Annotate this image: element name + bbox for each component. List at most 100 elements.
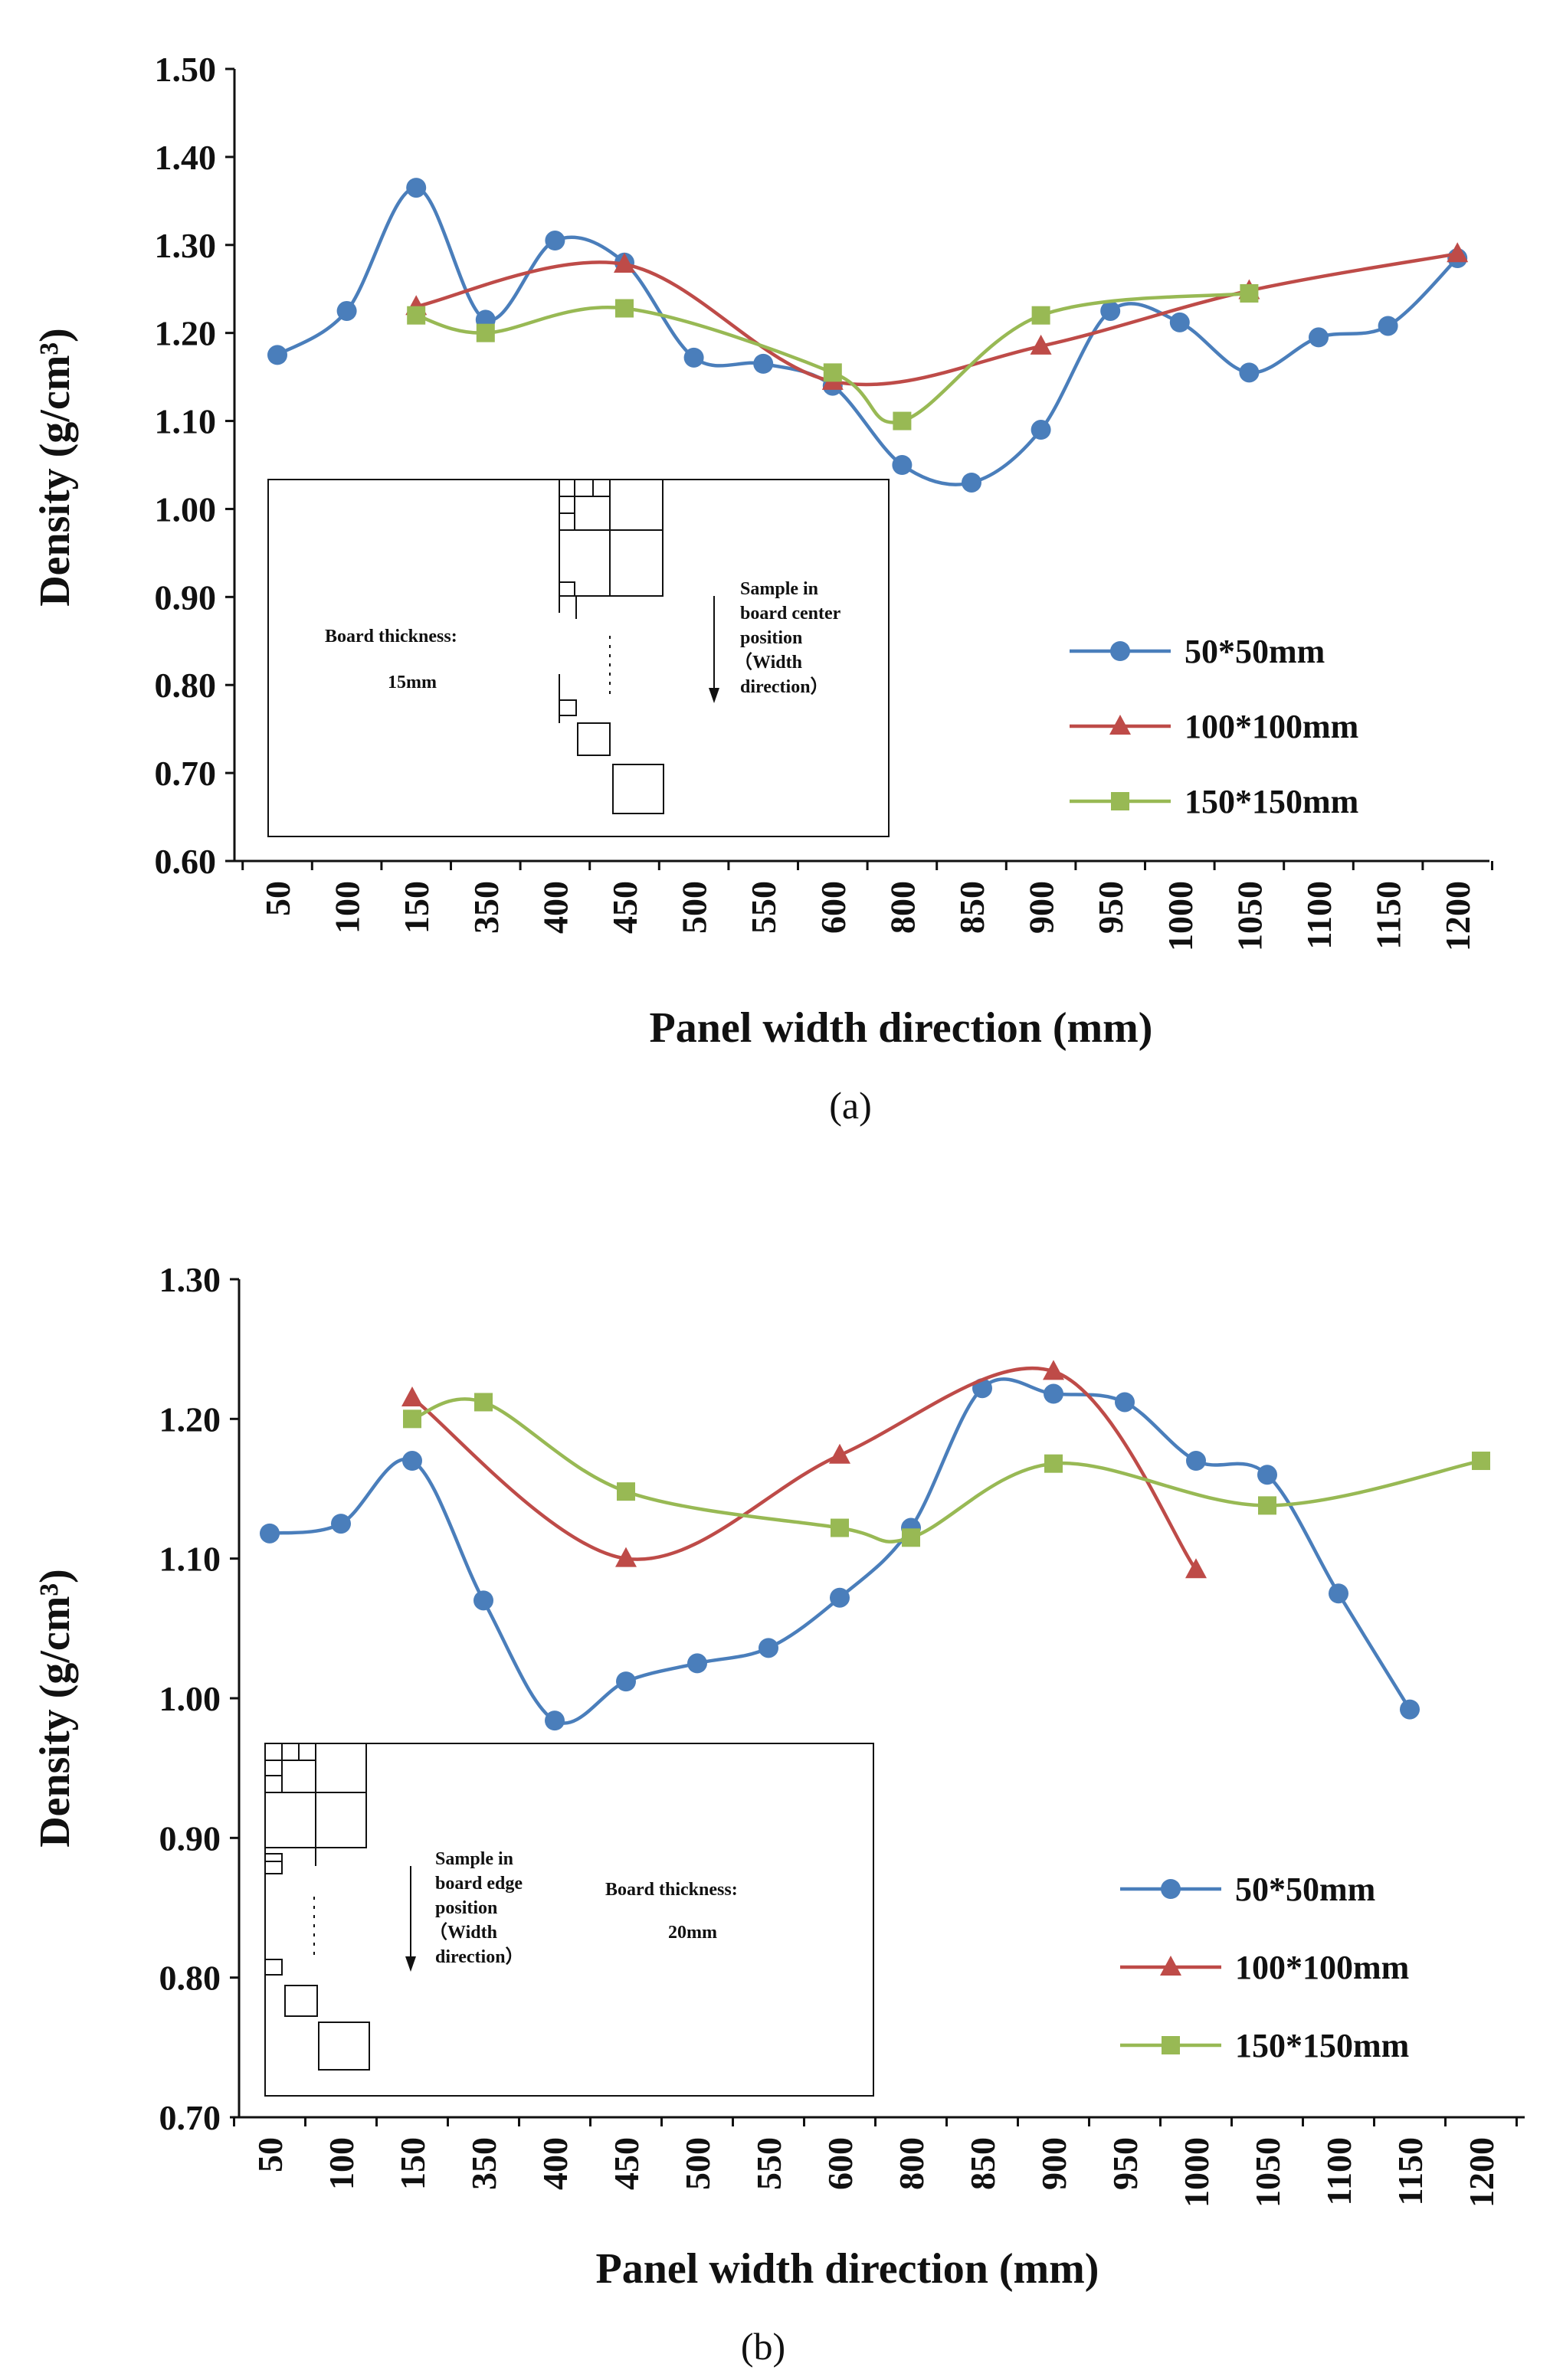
y-axis-label-text-b: Density (g/cm³) xyxy=(31,1569,79,1848)
series-layer-b xyxy=(260,1360,1490,1731)
x-tick-label: 50 xyxy=(258,881,297,916)
legend-marker-square xyxy=(1162,2036,1180,2054)
x-tick-label: 1000 xyxy=(1161,881,1200,951)
y-tick-label: 0.70 xyxy=(155,754,217,793)
x-tick-label: 1200 xyxy=(1438,881,1477,951)
inset-thickness-value-b: 20mm xyxy=(668,1923,717,1943)
arrow-down-icon xyxy=(405,1866,416,1972)
data-point-triangle xyxy=(1447,242,1469,263)
inset-note-line: （Width xyxy=(734,652,802,673)
x-tick-label: 900 xyxy=(1022,881,1061,934)
x-tick-label: 150 xyxy=(397,881,436,934)
x-tick-label: 100 xyxy=(322,2137,361,2190)
x-tick-label: 600 xyxy=(814,881,853,934)
legend-label: 150*150mm xyxy=(1185,783,1358,820)
y-tick-label: 1.40 xyxy=(155,138,217,177)
inset-note-line: board center xyxy=(740,604,841,624)
legend-label: 50*50mm xyxy=(1185,633,1325,670)
x-tick-label: 850 xyxy=(963,2137,1002,2190)
data-point-circle xyxy=(683,347,704,368)
data-point-circle xyxy=(331,1514,351,1534)
data-point-square xyxy=(407,306,426,325)
data-point-square xyxy=(476,323,495,342)
y-tick-label: 1.30 xyxy=(155,226,217,265)
x-tick-label: 1200 xyxy=(1462,2137,1501,2208)
y-axis-label-b: Density (g/cm³) xyxy=(31,1569,79,1848)
data-point-square xyxy=(823,363,842,382)
chart-a: 0.60 0.70 0.80 0.90 1.00 1.10 1.20 1.30 1.40 1.50… xyxy=(31,50,1493,1127)
inset-note-line: position xyxy=(740,628,802,648)
y-tick-label: 0.80 xyxy=(159,1959,221,1998)
legend-label: 150*150mm xyxy=(1235,2027,1409,2064)
data-point-circle xyxy=(1329,1583,1348,1604)
x-tick-label: 800 xyxy=(883,881,922,934)
series-line-triangle xyxy=(415,252,1458,387)
data-point-circle xyxy=(1115,1392,1135,1413)
inset-diagram-a: Board thickness: 15mm Sample in board ce… xyxy=(267,479,890,837)
inset-note-line: （Width xyxy=(429,1922,497,1943)
legend-marker-circle xyxy=(1110,641,1130,661)
series-line-triangle xyxy=(411,1366,1198,1571)
x-tick-label: 800 xyxy=(892,2137,931,2190)
data-point-circle xyxy=(1239,362,1260,383)
x-tick-label: 1000 xyxy=(1177,2137,1216,2208)
data-point-square xyxy=(831,1518,849,1537)
y-axis-a: 0.60 0.70 0.80 0.90 1.00 1.10 1.20 1.30 1.40 1.50 xyxy=(155,50,234,881)
data-point-circle xyxy=(962,472,981,493)
data-point-circle xyxy=(545,231,565,251)
data-point-square xyxy=(902,1528,920,1547)
data-point-circle xyxy=(1400,1699,1420,1720)
x-tick-label: 950 xyxy=(1091,881,1130,934)
data-point-circle xyxy=(1378,316,1398,336)
legend-label: 100*100mm xyxy=(1235,1949,1409,1986)
data-point-circle xyxy=(1100,300,1121,321)
x-tick-label: 1050 xyxy=(1248,2137,1287,2208)
y-tick-label: 0.60 xyxy=(155,842,217,881)
data-point-square xyxy=(1240,283,1259,303)
y-tick-label: 1.20 xyxy=(155,314,217,353)
data-point-circle xyxy=(687,1653,707,1674)
x-tick-label: 150 xyxy=(393,2137,432,2190)
x-tick-label: 400 xyxy=(536,881,575,934)
data-point-square xyxy=(403,1409,421,1429)
x-tick-label: 1150 xyxy=(1369,881,1408,949)
legend-a: 50*50mm 100*100mm 150*150mm xyxy=(1070,633,1358,820)
inset-note-line: Sample in xyxy=(740,579,818,599)
caption-b: (b) xyxy=(741,2325,785,2368)
data-point-circle xyxy=(336,300,357,321)
x-tick-label: 50 xyxy=(251,2137,290,2172)
data-point-circle xyxy=(1257,1465,1277,1485)
data-point-triangle xyxy=(401,1386,423,1406)
y-tick-label: 1.10 xyxy=(159,1540,221,1579)
x-tick-label: 500 xyxy=(675,881,714,934)
legend-marker-triangle xyxy=(1160,1956,1181,1976)
x-tick-label: 100 xyxy=(328,881,367,934)
data-point-circle xyxy=(1309,327,1329,348)
series-line-circle xyxy=(269,1377,1411,1725)
data-point-circle xyxy=(1031,420,1051,440)
y-tick-label: 1.00 xyxy=(159,1679,221,1718)
data-point-circle xyxy=(402,1451,422,1472)
x-tick-label: 450 xyxy=(605,881,644,934)
y-tick-label: 0.70 xyxy=(159,2098,221,2137)
inset-note-b: Sample in board edge position （Width dir… xyxy=(429,1849,524,1967)
y-tick-label: 0.90 xyxy=(155,578,217,617)
y-tick-label: 1.30 xyxy=(159,1260,221,1299)
series-line-circle xyxy=(276,185,1459,486)
data-point-triangle xyxy=(1043,1360,1064,1380)
series-layer-a xyxy=(267,178,1469,493)
x-tick-label: 350 xyxy=(467,881,506,934)
inset-thickness-value-a: 15mm xyxy=(388,673,437,692)
data-point-square xyxy=(474,1393,493,1412)
legend-marker-circle xyxy=(1161,1879,1181,1899)
data-point-square xyxy=(1258,1496,1276,1515)
y-tick-label: 1.50 xyxy=(155,50,217,89)
data-point-square xyxy=(615,299,634,318)
data-point-circle xyxy=(616,1671,636,1692)
x-tick-label: 900 xyxy=(1034,2137,1073,2190)
legend-b: 50*50mm 100*100mm 150*150mm xyxy=(1120,1871,1409,2064)
data-point-circle xyxy=(267,345,287,365)
y-tick-label: 0.80 xyxy=(155,666,217,705)
data-point-square xyxy=(1472,1452,1490,1471)
x-tick-label: 1100 xyxy=(1319,2137,1358,2205)
